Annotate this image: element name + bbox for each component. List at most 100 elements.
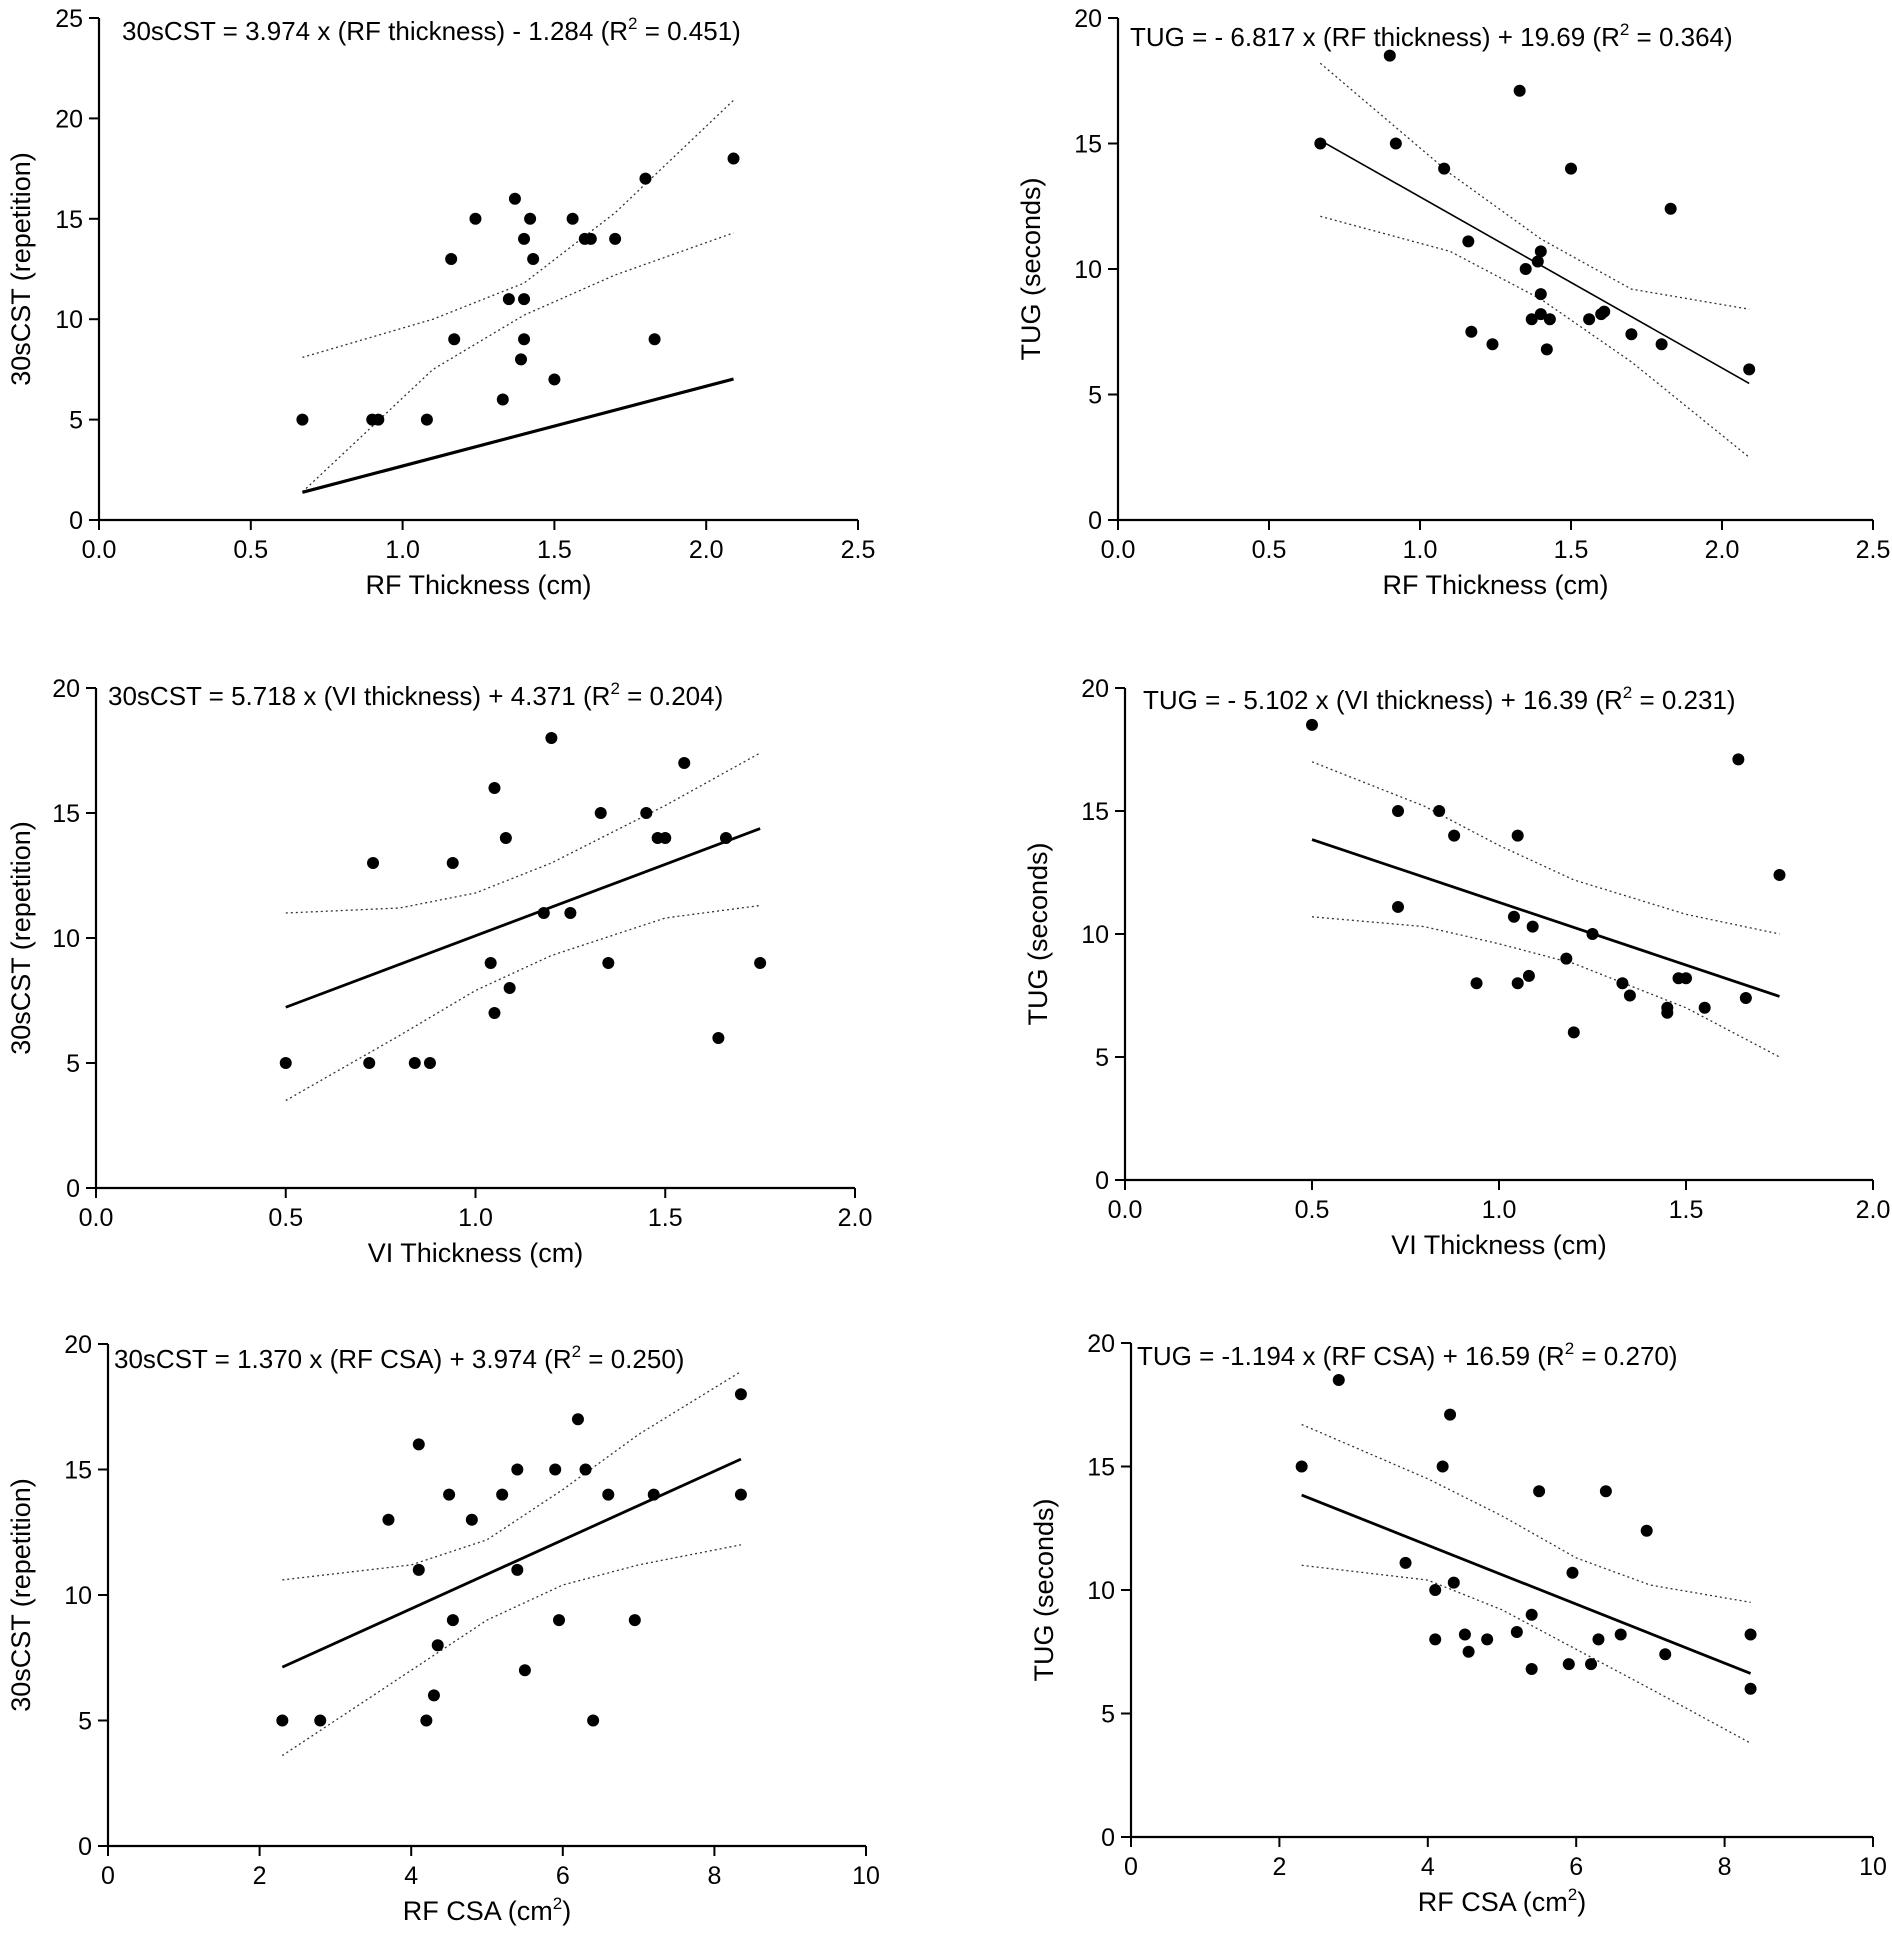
data-point: [1661, 1006, 1674, 1019]
x-tick-label: 0: [101, 1862, 115, 1890]
data-point: [445, 252, 458, 265]
data-point: [276, 1714, 289, 1727]
data-point: [1306, 718, 1318, 731]
data-point: [527, 252, 540, 265]
data-point: [1534, 308, 1547, 321]
x-tick-label: 2.0: [1705, 536, 1740, 564]
y-tick-label: 0: [1101, 1824, 1115, 1852]
data-point: [734, 1388, 747, 1401]
x-tick-label: 2.0: [1856, 1196, 1891, 1224]
x-tick-label: 10: [1859, 1853, 1887, 1881]
x-tick-label: 4: [1421, 1853, 1435, 1881]
data-point: [1623, 989, 1636, 1002]
x-tick-label: 0.5: [1252, 536, 1287, 564]
data-point: [1511, 977, 1524, 990]
x-tick-label: 10: [852, 1862, 880, 1890]
data-point: [545, 732, 558, 744]
x-axis-title: VI Thickness (cm): [368, 1238, 584, 1268]
data-point: [639, 172, 652, 185]
chart-panel-3: 0.0 0.5 1.0 1.5 2.0 0 5 10 15 20 VI Thickness (cm)…: [6, 675, 872, 1268]
regression-equation: TUG = -1.194 x (RF CSA) + 16.59 (R2 = 0.…: [1137, 1339, 1678, 1371]
data-point: [1486, 338, 1499, 351]
equation-r2-label: (R: [544, 1344, 571, 1374]
data-point: [446, 1614, 459, 1627]
y-axis-title: 30sCST (repetition): [6, 152, 36, 386]
data-point: [431, 1639, 444, 1652]
data-point: [420, 1714, 433, 1727]
x-axis-title-text: VI Thickness (cm): [1391, 1230, 1607, 1260]
confidence-band-upper: [1301, 1423, 1751, 1603]
data-point: [584, 232, 597, 245]
data-point: [564, 907, 577, 919]
equation-r2-value: = 0.231): [1632, 685, 1735, 715]
data-point: [488, 1007, 501, 1019]
confidence-band-lower: [285, 904, 761, 1102]
data-point: [1533, 1485, 1546, 1498]
x-axis-title-text: RF CSA (cm: [1418, 1887, 1568, 1917]
data-point: [1655, 338, 1668, 351]
data-point: [511, 1563, 524, 1576]
regression-line: [1311, 838, 1780, 998]
data-point: [1625, 328, 1638, 341]
y-tick-label: 5: [1088, 382, 1102, 410]
y-tick-label: 20: [1081, 675, 1109, 703]
data-point: [1399, 1556, 1412, 1569]
data-point: [678, 757, 691, 769]
data-point: [1640, 1524, 1653, 1537]
data-point: [1583, 313, 1596, 326]
data-point: [427, 1689, 440, 1702]
data-point: [1566, 1566, 1579, 1579]
equation-r2-value: = 0.250): [581, 1344, 684, 1374]
y-axis-title: 30sCST (repetition): [6, 821, 36, 1055]
data-point: [488, 782, 501, 794]
data-point: [566, 212, 579, 225]
x-tick-label: 0.0: [1108, 1196, 1143, 1224]
x-tick-label: 6: [1569, 1853, 1583, 1881]
x-tick-label: 2.0: [689, 536, 724, 564]
data-point: [1526, 920, 1539, 933]
data-point: [1531, 255, 1544, 268]
equation-r2-value: = 0.270): [1574, 1341, 1677, 1371]
data-point: [1698, 1001, 1711, 1014]
confidence-band-lower: [1301, 1564, 1751, 1744]
data-point: [1598, 305, 1611, 318]
data-point: [279, 1057, 292, 1069]
data-point: [408, 1057, 421, 1069]
confidence-band-upper: [1311, 761, 1780, 935]
regression-line: [302, 377, 734, 494]
equation-r2-superscript: 2: [1565, 1339, 1574, 1358]
data-point: [1438, 162, 1451, 175]
data-point: [628, 1614, 641, 1627]
x-tick-label: 1.0: [1403, 536, 1438, 564]
x-tick-label: 0: [1124, 1853, 1138, 1881]
data-point: [1519, 263, 1532, 275]
equation-r2-label: (R: [1595, 685, 1622, 715]
y-tick-label: 15: [1081, 798, 1109, 826]
data-point: [524, 212, 537, 225]
x-tick-label: 1.5: [1554, 536, 1589, 564]
data-point: [1392, 805, 1405, 817]
x-tick-label: 0.5: [233, 536, 268, 564]
regression-line: [285, 827, 761, 1009]
data-point: [1429, 1633, 1442, 1646]
data-point: [443, 1488, 456, 1501]
data-point: [1525, 1663, 1538, 1676]
data-point: [1433, 805, 1446, 817]
y-axis-title: TUG (seconds): [1016, 177, 1046, 360]
x-axis-title-superscript: 2: [1568, 1885, 1577, 1904]
y-axis-title: 30sCST (repetition): [6, 1478, 36, 1712]
confidence-band-upper: [302, 99, 734, 359]
y-tick-label: 20: [52, 675, 80, 703]
y-tick-label: 10: [55, 306, 83, 334]
equation-r2-superscript: 2: [572, 1342, 581, 1361]
data-point: [1314, 137, 1327, 150]
confidence-band-lower: [1320, 215, 1750, 458]
regression-equation: 30sCST = 1.370 x (RF CSA) + 3.974 (R2 = …: [114, 1342, 684, 1374]
data-point: [549, 1463, 562, 1476]
data-point: [553, 1614, 566, 1627]
y-tick-label: 20: [1074, 5, 1102, 33]
data-point: [648, 333, 661, 346]
x-tick-label: 1.0: [458, 1204, 493, 1232]
data-point: [1462, 235, 1475, 248]
